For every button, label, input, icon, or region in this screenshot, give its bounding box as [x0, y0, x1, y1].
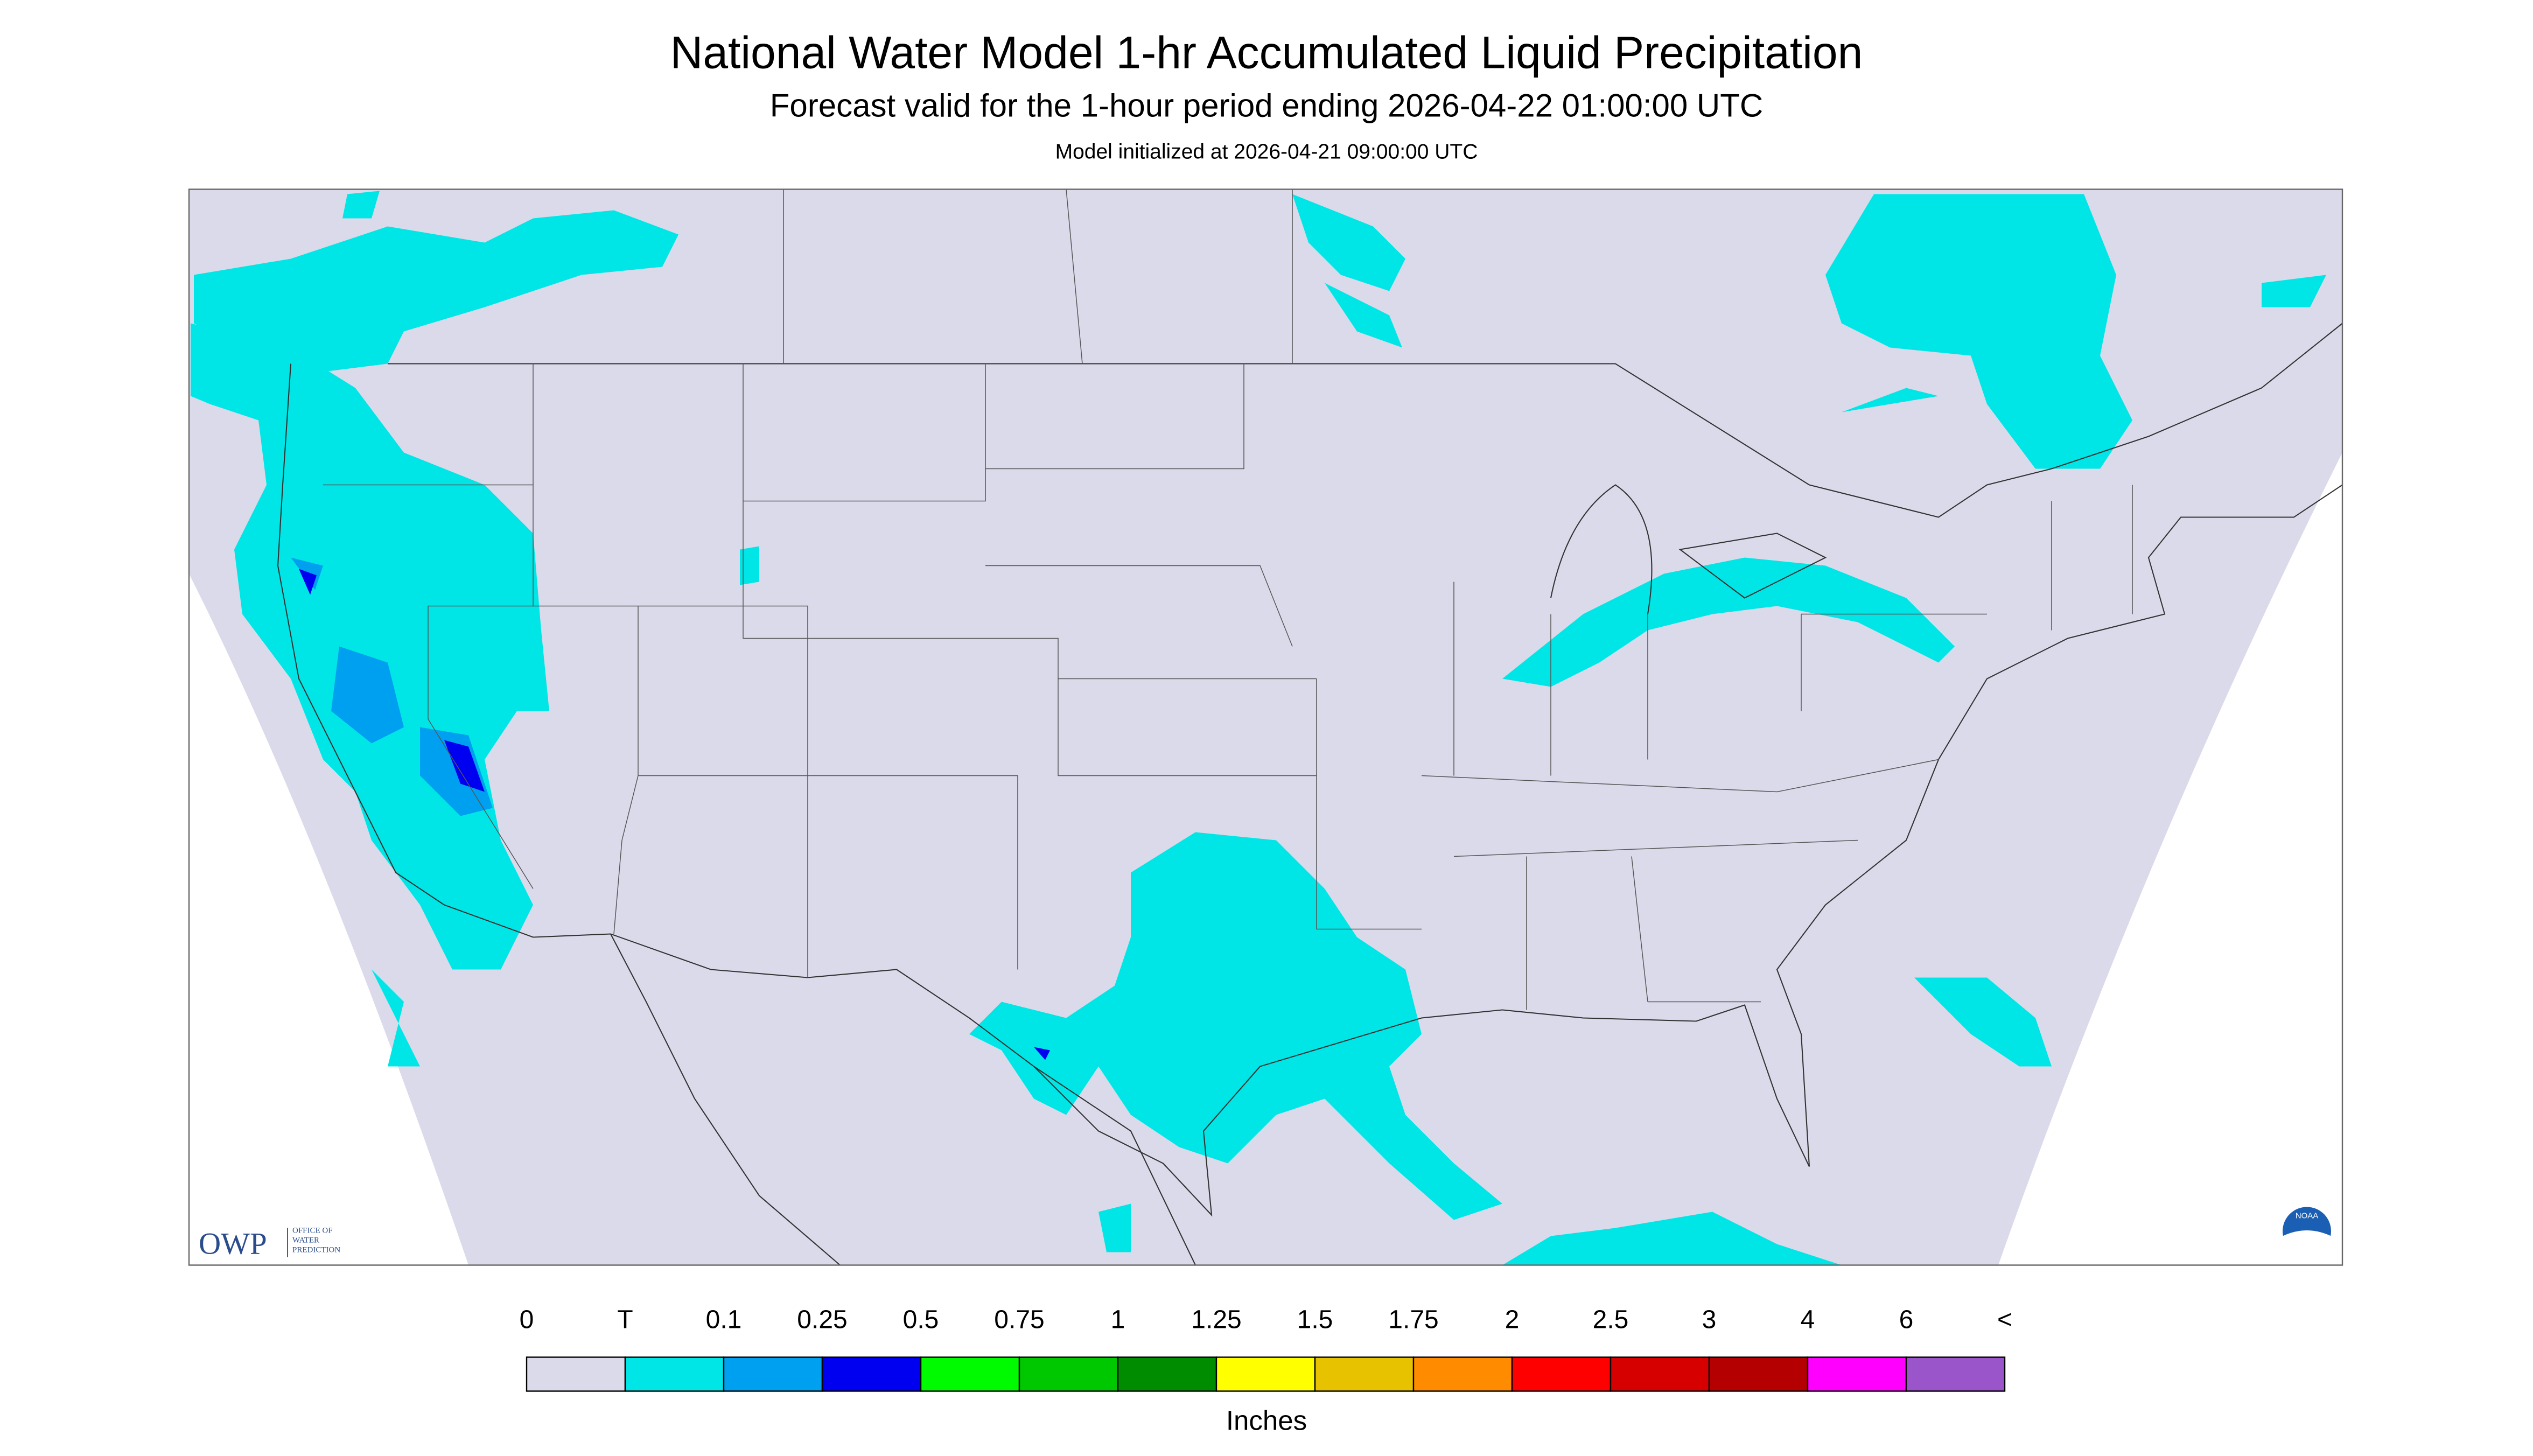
legend-swatch — [1708, 1356, 1809, 1392]
logo-name: PREDICTION — [292, 1246, 340, 1255]
legend-label: 2 — [1505, 1306, 1520, 1334]
legend-label: 1.75 — [1388, 1306, 1438, 1334]
legend-swatch — [821, 1356, 922, 1392]
map: OWP OFFICE OF WATER PREDICTION NOAA — [188, 188, 2343, 1266]
legend-label: 3 — [1702, 1306, 1717, 1334]
legend-label: 6 — [1899, 1306, 1914, 1334]
state-lines — [323, 189, 2133, 1010]
noaa-badge: NOAA — [2283, 1207, 2331, 1261]
legend-swatch — [526, 1356, 626, 1392]
legend-swatch — [1807, 1356, 1907, 1392]
legend-label: 1.25 — [1191, 1306, 1241, 1334]
legend-label: 0 — [520, 1306, 534, 1334]
title: National Water Model 1-hr Accumulated Li… — [670, 27, 1863, 78]
legend-swatch — [1215, 1356, 1316, 1392]
logo-name: OFFICE OF — [292, 1227, 333, 1235]
legend: Inches 0 T 0.1 0.25 0.5 0.75 1 1.25 1.5 1.75 2 2.5 3… — [520, 1306, 2012, 1436]
logo-acronym: OWP — [199, 1227, 267, 1261]
legend-label: T — [617, 1306, 633, 1334]
legend-swatch — [1905, 1356, 2006, 1392]
borders — [277, 323, 2342, 1265]
init-note: Model initialized at 2026-04-21 09:00:00… — [1055, 141, 1478, 164]
precipitation — [191, 191, 2326, 1265]
legend-swatch — [1610, 1356, 1710, 1392]
legend-label: 0.25 — [797, 1306, 847, 1334]
projection-edge — [1998, 452, 2342, 1265]
legend-label: 4 — [1801, 1306, 1815, 1334]
legend-swatch — [624, 1356, 725, 1392]
projection-edge — [189, 573, 468, 1265]
legend-units: Inches — [1226, 1405, 1307, 1436]
legend-swatch — [1314, 1356, 1415, 1392]
legend-label: 1 — [1111, 1306, 1125, 1334]
owp-logo: OWP OFFICE OF WATER PREDICTION — [199, 1227, 340, 1261]
legend-label: 2.5 — [1593, 1306, 1629, 1334]
legend-swatch — [1117, 1356, 1217, 1392]
legend-swatch — [723, 1356, 823, 1392]
legend-label: 0.5 — [903, 1306, 939, 1334]
map-frame — [188, 188, 2343, 1266]
legend-label: 1.5 — [1297, 1306, 1333, 1334]
legend-swatch — [1511, 1356, 1612, 1392]
legend-label: < — [1997, 1306, 2012, 1334]
legend-label: 0.75 — [994, 1306, 1044, 1334]
subtitle: Forecast valid for the 1-hour period end… — [770, 88, 1763, 124]
legend-swatch — [1018, 1356, 1119, 1392]
legend-label: 0.1 — [706, 1306, 742, 1334]
legend-swatch — [920, 1356, 1020, 1392]
legend-swatch — [1412, 1356, 1513, 1392]
badge-text: NOAA — [2296, 1212, 2319, 1221]
logo-name: WATER — [292, 1236, 319, 1245]
